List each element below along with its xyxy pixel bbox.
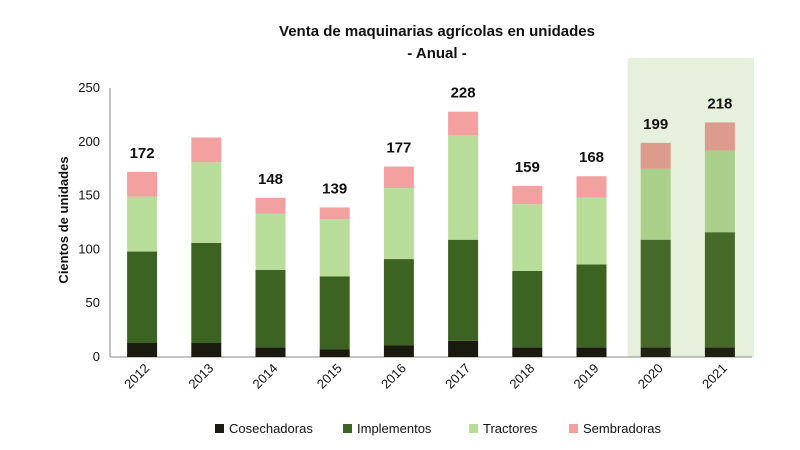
x-tick-label-2018: 2018 (506, 361, 537, 392)
legend-swatch-cosechadoras (215, 424, 224, 433)
bar-segment-implementos-2014 (255, 269, 286, 348)
bar-segment-sembradoras-2014 (255, 197, 286, 214)
bar-segment-cosechadoras-2021 (704, 347, 735, 357)
bar-segment-implementos-2015 (319, 276, 350, 350)
legend-label-implementos: Implementos (357, 421, 432, 436)
y-tick-label: 100 (78, 241, 100, 256)
total-label-2018: 159 (515, 159, 540, 176)
x-tick-label-2021: 2021 (699, 361, 730, 392)
bar-segment-sembradoras-2018 (512, 185, 543, 205)
total-label-2020: 199 (643, 116, 668, 133)
total-label-2014: 148 (258, 171, 283, 188)
bar-segment-sembradoras-2019 (576, 176, 607, 198)
x-tick-label-2017: 2017 (442, 361, 473, 392)
bar-segment-cosechadoras-2012 (127, 343, 158, 357)
bar-segment-implementos-2020 (640, 239, 671, 348)
bar-segment-tractores-2020 (640, 168, 671, 240)
bar-segment-sembradoras-2015 (319, 207, 350, 220)
bar-segment-cosechadoras-2014 (255, 347, 286, 357)
bar-segment-cosechadoras-2015 (319, 349, 350, 357)
legend-label-tractores: Tractores (483, 421, 538, 436)
bar-segment-tractores-2013 (191, 162, 222, 243)
y-tick-label: 50 (86, 295, 100, 310)
total-label-2016: 177 (386, 140, 411, 157)
bar-segment-tractores-2018 (512, 204, 543, 271)
bar-segment-tractores-2014 (255, 213, 286, 270)
bar-segment-implementos-2017 (448, 239, 479, 341)
y-tick-label: 250 (78, 80, 100, 95)
bar-segment-cosechadoras-2018 (512, 347, 543, 357)
bar-segment-cosechadoras-2019 (576, 347, 607, 357)
bar-segment-sembradoras-2013 (191, 137, 222, 163)
bar-segment-implementos-2021 (704, 232, 735, 348)
bar-segment-tractores-2012 (127, 196, 158, 252)
legend-swatch-tractores (469, 424, 478, 433)
bar-segment-sembradoras-2016 (383, 166, 414, 189)
bar-segment-tractores-2016 (383, 188, 414, 260)
y-axis-ticks: 0 50 100 150 200 250 (78, 80, 100, 364)
x-axis-ticks: 2012 2013 2014 2015 2016 2017 2018 2019 2020 2021 (121, 361, 730, 392)
y-tick-label: 0 (93, 349, 100, 364)
x-tick-label-2016: 2016 (378, 361, 409, 392)
bar-segment-sembradoras-2012 (127, 171, 158, 197)
bar-segment-tractores-2021 (704, 150, 735, 233)
legend-label-sembradoras: Sembradoras (583, 421, 662, 436)
bar-segment-cosechadoras-2016 (383, 345, 414, 357)
bar-segment-implementos-2019 (576, 264, 607, 348)
x-tick-label-2020: 2020 (635, 361, 666, 392)
legend: Cosechadoras Implementos Tractores Sembrado… (215, 421, 662, 436)
x-tick-label-2015: 2015 (314, 361, 345, 392)
bar-segment-tractores-2017 (448, 135, 479, 240)
bar-segment-tractores-2015 (319, 219, 350, 277)
legend-swatch-implementos (343, 424, 352, 433)
bar-segment-sembradoras-2017 (448, 111, 479, 136)
total-label-2012: 172 (130, 145, 155, 162)
y-axis-label: Cientos de unidades (56, 156, 71, 283)
x-tick-label-2019: 2019 (571, 361, 602, 392)
total-labels: 172 148 139 177 228 159 168 199 218 (130, 85, 733, 198)
bar-segment-sembradoras-2021 (704, 122, 735, 151)
y-tick-label: 200 (78, 134, 100, 149)
bar-segment-cosechadoras-2020 (640, 347, 671, 357)
bar-segment-implementos-2016 (383, 259, 414, 346)
total-label-2019: 168 (579, 149, 604, 166)
x-tick-label-2014: 2014 (250, 361, 281, 392)
total-label-2017: 228 (451, 85, 476, 102)
legend-label-cosechadoras: Cosechadoras (229, 421, 313, 436)
chart-subtitle: - Anual - (407, 45, 466, 62)
bar-segment-tractores-2019 (576, 197, 607, 265)
y-tick-label: 150 (78, 188, 100, 203)
bar-segment-implementos-2018 (512, 270, 543, 348)
bars (127, 111, 735, 357)
total-label-2021: 218 (707, 95, 732, 112)
total-label-2015: 139 (322, 180, 347, 197)
bar-segment-implementos-2012 (127, 251, 158, 344)
bar-segment-implementos-2013 (191, 242, 222, 344)
bar-segment-sembradoras-2020 (640, 142, 671, 169)
legend-swatch-sembradoras (569, 424, 578, 433)
x-tick-label-2012: 2012 (121, 361, 152, 392)
bar-segment-cosechadoras-2013 (191, 343, 222, 357)
chart-title: Venta de maquinarias agrícolas en unidad… (279, 23, 595, 40)
x-tick-label-2013: 2013 (185, 361, 216, 392)
bar-segment-cosechadoras-2017 (448, 340, 479, 357)
